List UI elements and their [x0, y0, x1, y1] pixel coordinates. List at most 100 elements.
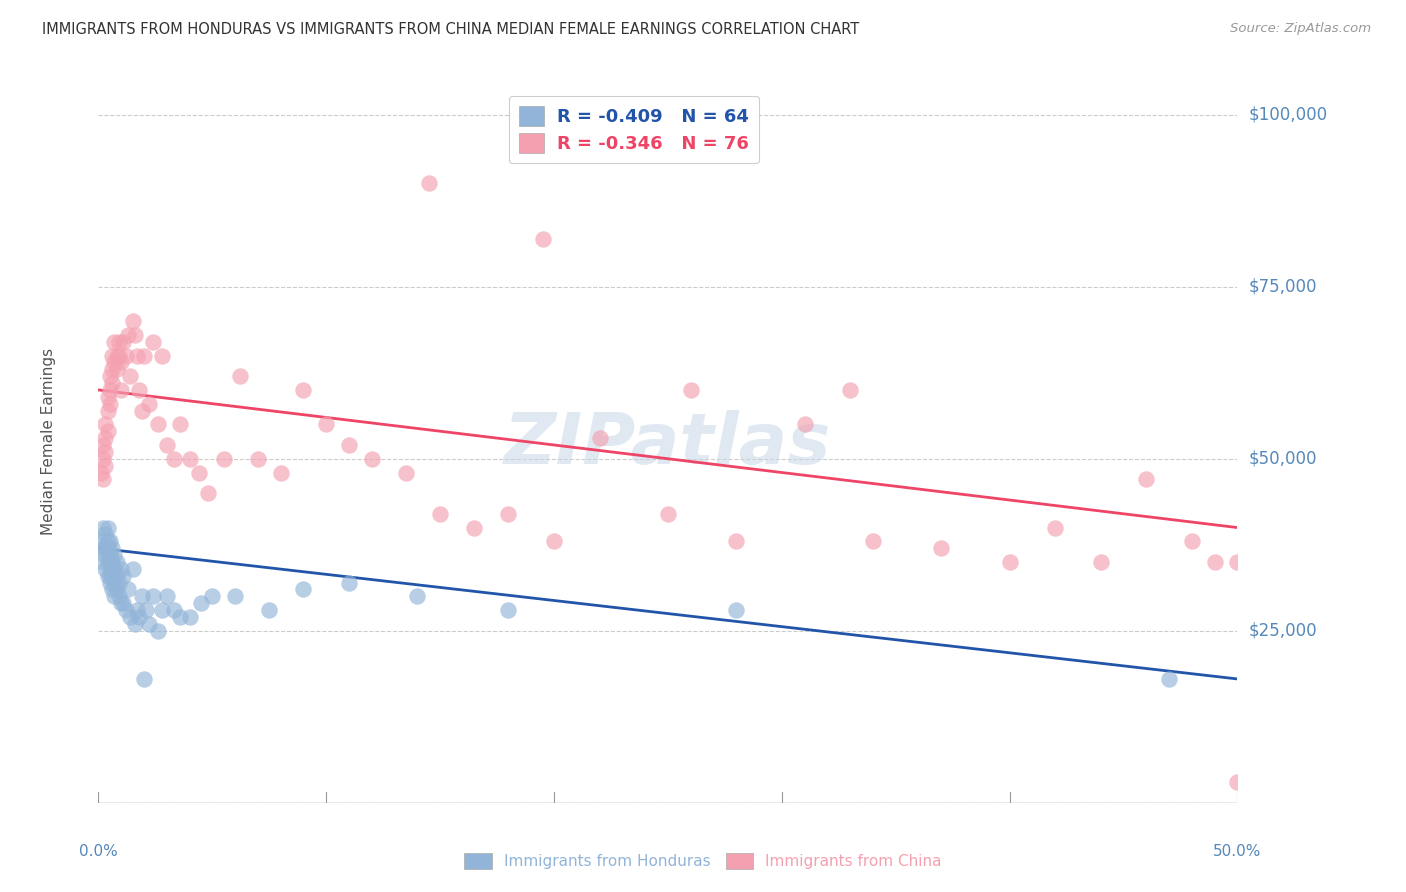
Point — [463, 520, 485, 534]
Point — [103, 590, 125, 604]
Text: $50,000: $50,000 — [1249, 450, 1317, 467]
Point — [862, 534, 884, 549]
Point — [96, 403, 118, 417]
Point — [1226, 555, 1249, 569]
Point — [96, 541, 118, 556]
Legend: Immigrants from Honduras, Immigrants from China: Immigrants from Honduras, Immigrants fro… — [458, 847, 948, 875]
Point — [929, 541, 952, 556]
Point — [543, 534, 565, 549]
Point — [103, 355, 125, 369]
Point — [105, 349, 128, 363]
Point — [998, 555, 1021, 569]
Point — [103, 575, 125, 590]
Point — [101, 362, 124, 376]
Point — [101, 541, 124, 556]
Point — [98, 568, 121, 582]
Point — [110, 596, 132, 610]
Point — [96, 555, 118, 569]
Point — [1135, 472, 1157, 486]
Point — [212, 451, 235, 466]
Text: $75,000: $75,000 — [1249, 277, 1317, 296]
Point — [91, 555, 114, 569]
Point — [292, 383, 315, 397]
Point — [142, 590, 165, 604]
Point — [105, 555, 128, 569]
Point — [114, 349, 136, 363]
Point — [418, 177, 440, 191]
Point — [103, 562, 125, 576]
Point — [169, 417, 191, 432]
Point — [162, 451, 184, 466]
Point — [96, 520, 118, 534]
Point — [96, 424, 118, 438]
Point — [429, 507, 451, 521]
Point — [91, 520, 114, 534]
Point — [98, 397, 121, 411]
Point — [98, 555, 121, 569]
Point — [588, 431, 610, 445]
Point — [725, 603, 748, 617]
Text: ZIPatlas: ZIPatlas — [505, 410, 831, 480]
Point — [138, 397, 160, 411]
Point — [90, 534, 112, 549]
Point — [315, 417, 337, 432]
Point — [117, 582, 139, 597]
Point — [531, 231, 554, 245]
Text: $100,000: $100,000 — [1249, 105, 1327, 124]
Point — [679, 383, 702, 397]
Point — [101, 349, 124, 363]
Point — [91, 541, 114, 556]
Point — [108, 334, 131, 349]
Point — [90, 466, 112, 480]
Point — [128, 610, 150, 624]
Point — [121, 314, 143, 328]
Point — [105, 568, 128, 582]
Point — [292, 582, 315, 597]
Point — [138, 616, 160, 631]
Point — [105, 582, 128, 597]
Point — [108, 575, 131, 590]
Legend: R = -0.409   N = 64, R = -0.346   N = 76: R = -0.409 N = 64, R = -0.346 N = 76 — [509, 95, 759, 163]
Point — [657, 507, 679, 521]
Point — [94, 445, 117, 459]
Point — [96, 534, 118, 549]
Point — [112, 568, 135, 582]
Point — [259, 603, 281, 617]
Point — [132, 672, 155, 686]
Point — [112, 596, 135, 610]
Point — [117, 327, 139, 342]
Point — [337, 438, 360, 452]
Point — [1157, 672, 1180, 686]
Point — [110, 562, 132, 576]
Point — [98, 575, 121, 590]
Point — [169, 610, 191, 624]
Point — [120, 369, 142, 384]
Point — [146, 624, 169, 638]
Point — [132, 349, 155, 363]
Text: $25,000: $25,000 — [1249, 622, 1317, 640]
Point — [1090, 555, 1112, 569]
Point — [103, 548, 125, 562]
Point — [101, 555, 124, 569]
Point — [110, 355, 132, 369]
Point — [128, 383, 150, 397]
Point — [228, 369, 250, 384]
Text: Source: ZipAtlas.com: Source: ZipAtlas.com — [1230, 22, 1371, 36]
Point — [101, 568, 124, 582]
Point — [1204, 555, 1226, 569]
Point — [94, 562, 117, 576]
Text: Median Female Earnings: Median Female Earnings — [41, 348, 56, 535]
Point — [179, 451, 201, 466]
Point — [101, 582, 124, 597]
Point — [94, 431, 117, 445]
Point — [98, 383, 121, 397]
Point — [96, 390, 118, 404]
Point — [201, 590, 224, 604]
Point — [112, 334, 135, 349]
Text: 50.0%: 50.0% — [1213, 844, 1261, 859]
Point — [395, 466, 418, 480]
Point — [131, 590, 153, 604]
Point — [98, 548, 121, 562]
Point — [108, 590, 131, 604]
Point — [124, 327, 146, 342]
